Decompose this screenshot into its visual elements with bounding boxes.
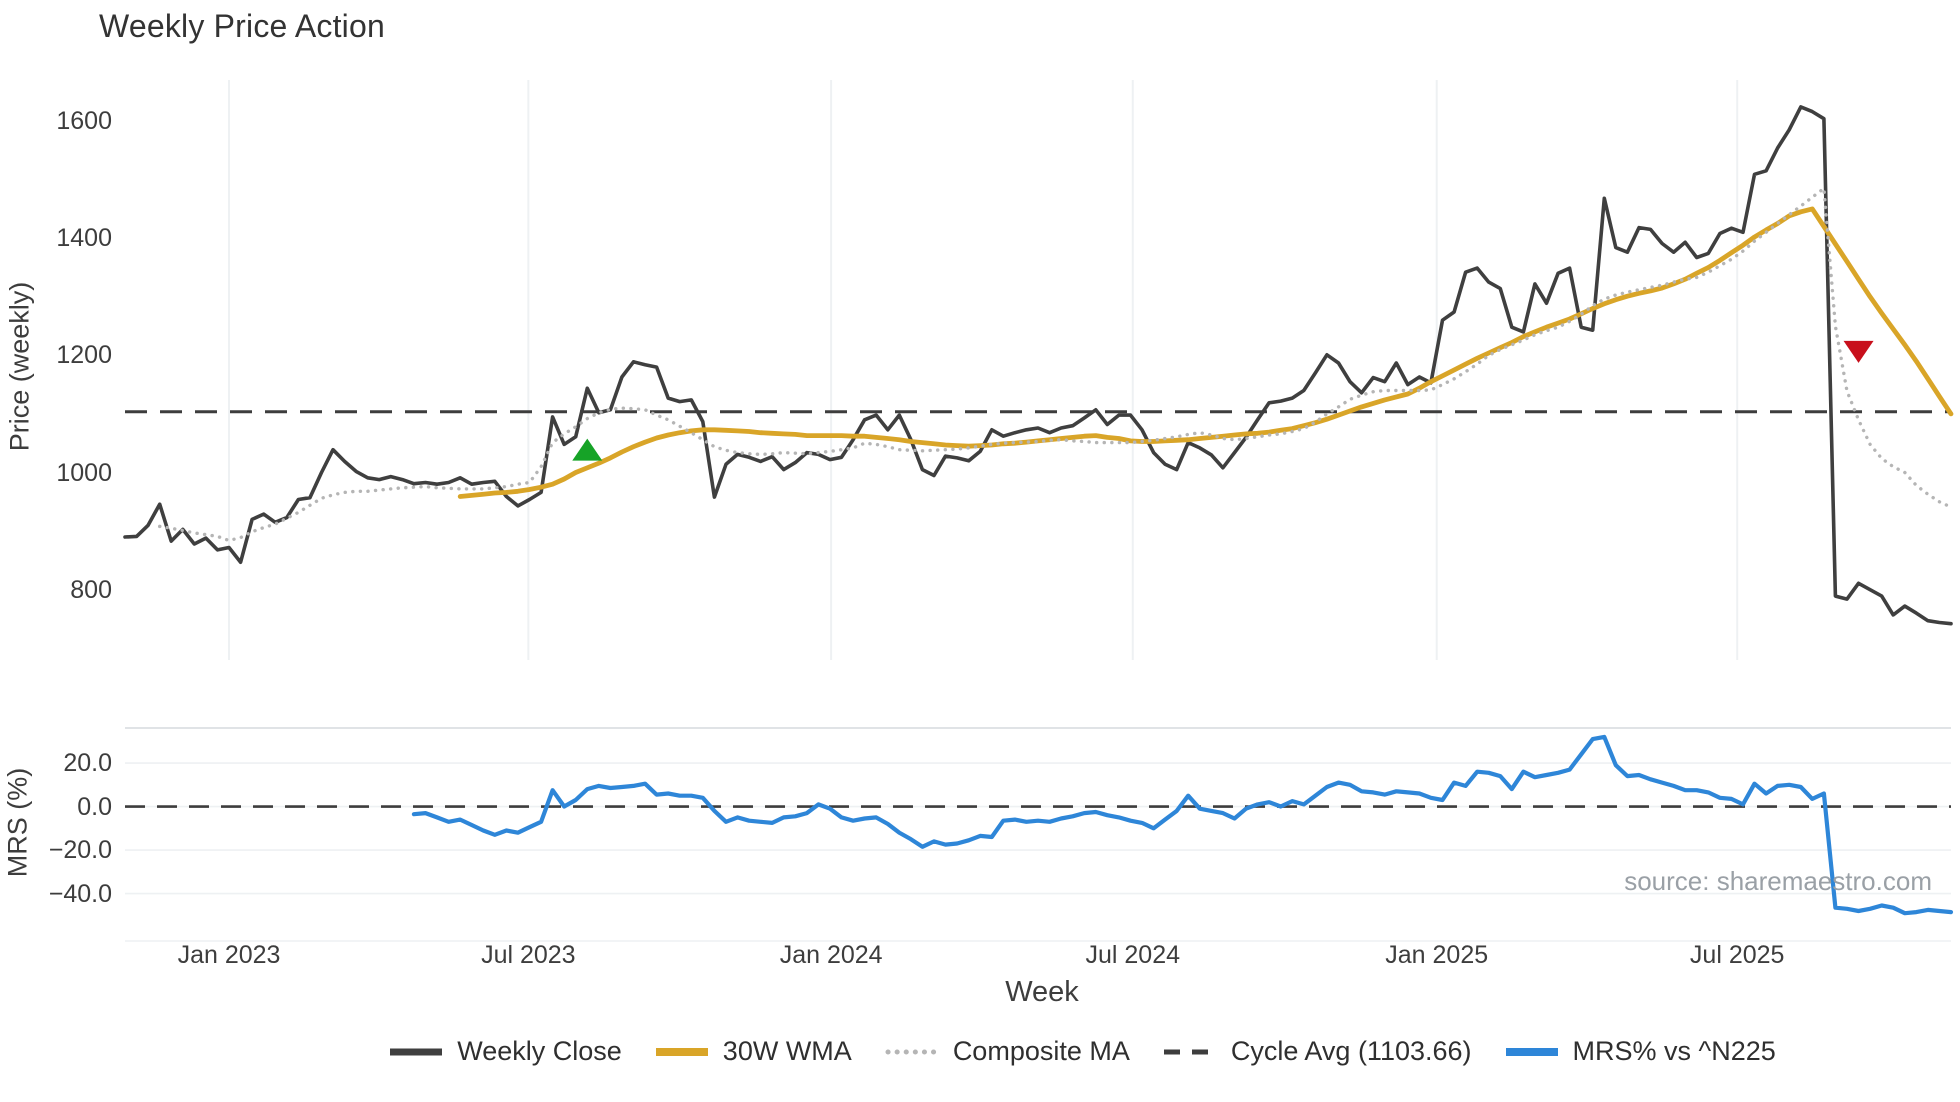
x-tick-label: Jul 2024: [1085, 941, 1181, 969]
x-tick-label: Jul 2025: [1689, 941, 1785, 969]
legend-label: 30W WMA: [722, 1036, 852, 1066]
price-y-tick-label: 1600: [56, 107, 112, 135]
legend-label: MRS% vs ^N225: [1572, 1036, 1776, 1066]
legend-swatch-mrs-line: [1505, 1047, 1558, 1056]
x-axis-label: Week: [1005, 976, 1079, 1008]
legend-item-weekly-close: Weekly Close: [388, 1036, 622, 1067]
chart-legend: Weekly Close 30W WMA Composite MA Cycle …: [125, 1036, 1960, 1067]
x-tick-label: Jul 2023: [481, 941, 576, 969]
legend-label: Composite MA: [952, 1036, 1130, 1066]
legend-swatch-30w-wma-line: [655, 1047, 708, 1056]
price-y-tick-label: 800: [70, 575, 112, 604]
legend-item-cycle-avg: Cycle Avg (1103.66): [1162, 1036, 1472, 1067]
mrs-y-tick-label: −20.0: [48, 836, 112, 865]
x-tick-label: Jan 2024: [779, 941, 883, 969]
legend-label: Cycle Avg (1103.66): [1230, 1036, 1472, 1066]
legend-item-composite-ma: Composite MA: [884, 1036, 1130, 1067]
legend-item-mrs: MRS% vs ^N225: [1504, 1036, 1776, 1067]
price-y-tick-label: 1400: [56, 224, 112, 253]
mrs-y-tick-label: 0.0: [77, 792, 112, 821]
mrs-y-tick-label: −40.0: [48, 879, 112, 908]
price-y-tick-label: 1200: [56, 341, 112, 370]
mrs-y-axis-label: MRS (%): [2, 767, 33, 878]
x-tick-label: Jan 2023: [177, 941, 281, 969]
page-title: Weekly Price Action: [99, 8, 385, 44]
price-y-tick-label: 1000: [56, 458, 112, 487]
legend-swatch-cycle-avg-line: [1163, 1049, 1216, 1054]
mrs-y-tick-label: 20.0: [63, 749, 112, 778]
legend-label: Weekly Close: [457, 1036, 622, 1066]
source-note: source: sharemaestro.com: [1624, 866, 1932, 896]
legend-swatch-weekly-close-line: [390, 1048, 443, 1055]
legend-swatch-composite-ma-line: [885, 1049, 940, 1054]
x-tick-label: Jan 2025: [1385, 941, 1489, 969]
legend-item-30w-wma: 30W WMA: [654, 1036, 852, 1067]
